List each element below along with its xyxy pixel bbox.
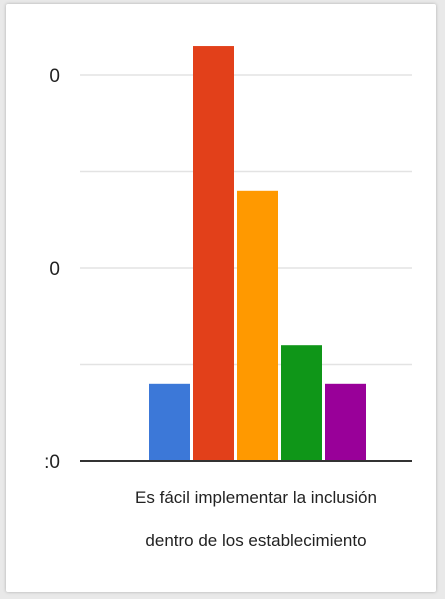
- category-label-line-2: dentro de los establecimiento: [145, 531, 366, 550]
- y-tick-labels: :0 0 0: [44, 66, 60, 473]
- bar-3: [281, 345, 322, 461]
- bars: [149, 46, 366, 462]
- bar-0: [149, 383, 190, 461]
- y-tick-label-0: :0: [44, 452, 60, 473]
- category-label-line-1: Es fácil implementar la inclusión: [135, 488, 377, 507]
- y-tick-label-1: 0: [49, 259, 60, 280]
- y-tick-label-2: 0: [49, 66, 60, 87]
- bar-4: [325, 383, 366, 461]
- bar-2: [237, 190, 278, 462]
- bar-1: [193, 46, 234, 462]
